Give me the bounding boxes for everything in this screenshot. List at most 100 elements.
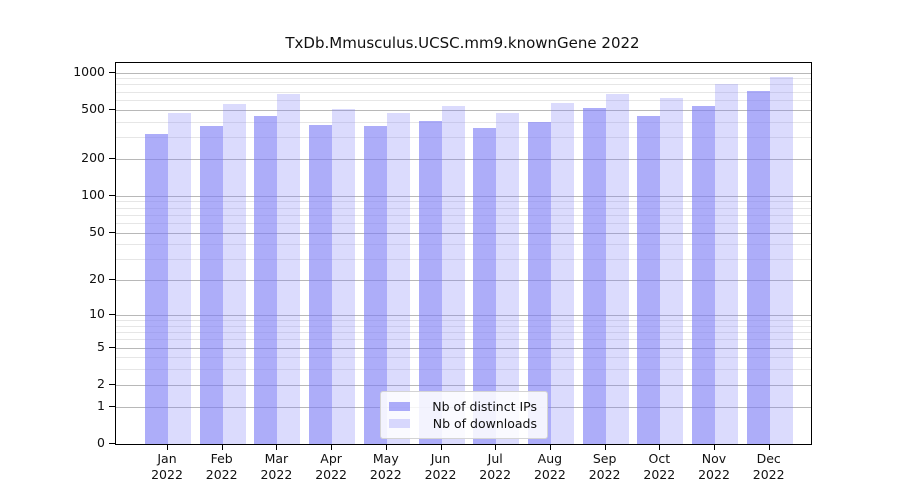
x-axis-tick	[604, 444, 606, 450]
minor-gridline	[116, 207, 811, 209]
y-axis-tick	[109, 108, 115, 110]
major-gridline	[116, 232, 811, 234]
plot-area: Nb of distinct IPs Nb of downloads	[115, 62, 812, 445]
minor-gridline	[116, 259, 811, 261]
major-gridline	[116, 158, 811, 160]
x-axis-tick	[714, 444, 715, 450]
bar-downloads	[222, 104, 246, 444]
legend-entry-downloads: Nb of downloads	[389, 415, 537, 432]
y-axis-tick-label: 2	[97, 375, 105, 391]
minor-gridline	[116, 78, 811, 80]
legend-swatch-downloads-icon	[389, 419, 410, 428]
y-axis-tick	[109, 443, 115, 444]
minor-gridline	[116, 244, 811, 246]
minor-gridline	[116, 84, 811, 86]
x-axis-tick-label: Jun 2022	[424, 451, 457, 482]
y-axis-tick-label: 1	[97, 397, 105, 413]
x-axis-tick	[768, 444, 770, 450]
x-axis-tick-label: Feb 2022	[205, 451, 238, 482]
x-axis-tick-label: Aug 2022	[533, 451, 566, 482]
bar-distinct-ips	[145, 133, 168, 444]
bar-downloads	[441, 106, 465, 444]
x-axis-tick-label: Apr 2022	[315, 451, 347, 482]
minor-gridline	[116, 369, 811, 371]
legend-swatch-distinct-ips-icon	[389, 402, 410, 411]
legend-label-distinct-ips: Nb of distinct IPs	[432, 399, 537, 414]
major-gridline	[116, 72, 811, 74]
y-axis-tick-label: 20	[89, 271, 105, 287]
x-axis-tick-label: Oct 2022	[643, 451, 676, 482]
x-axis-tick	[276, 444, 278, 450]
y-axis-tick-label: 500	[81, 100, 105, 116]
x-axis-tick	[331, 444, 333, 450]
bar-distinct-ips	[309, 125, 333, 444]
minor-gridline	[116, 91, 811, 93]
chart-title: TxDb.Mmusculus.UCSC.mm9.knownGene 2022	[285, 34, 640, 52]
y-axis-tick-label: 10	[89, 306, 105, 322]
x-axis-tick	[549, 444, 551, 450]
bar-distinct-ips	[746, 90, 770, 444]
legend-label-downloads: Nb of downloads	[432, 416, 537, 431]
bar-downloads	[550, 103, 574, 444]
bar-distinct-ips	[254, 116, 278, 444]
x-axis-tick	[495, 444, 497, 450]
y-axis-tick	[109, 405, 115, 407]
x-axis-tick-label: Dec 2022	[752, 451, 785, 482]
x-axis-tick	[440, 444, 442, 450]
x-axis-tick-label: Jul 2022	[479, 451, 512, 482]
bar-distinct-ips	[582, 107, 606, 444]
y-axis-tick	[109, 71, 115, 73]
bar-downloads	[496, 112, 520, 444]
x-axis-tick	[221, 444, 223, 450]
bar-downloads	[168, 113, 191, 444]
y-axis-tick-label: 0	[97, 435, 105, 450]
minor-gridline	[116, 357, 811, 359]
bar-distinct-ips	[199, 125, 223, 444]
bar-distinct-ips	[473, 128, 497, 444]
minor-gridline	[116, 320, 811, 322]
bar-distinct-ips	[527, 121, 551, 444]
major-gridline	[116, 384, 811, 386]
minor-gridline	[116, 339, 811, 341]
y-axis-tick-label: 100	[81, 186, 105, 202]
y-axis-tick	[109, 383, 115, 385]
y-axis-tick-label: 5	[97, 338, 105, 354]
bar-downloads	[277, 93, 301, 444]
legend: Nb of distinct IPs Nb of downloads	[380, 391, 548, 439]
bar-distinct-ips	[418, 121, 442, 444]
x-axis-tick	[167, 444, 168, 450]
minor-gridline	[116, 325, 811, 327]
bar-distinct-ips	[363, 125, 387, 444]
bar-distinct-ips	[692, 106, 715, 444]
x-axis-tick	[385, 444, 387, 450]
y-axis-tick	[109, 194, 115, 196]
bar-downloads	[605, 93, 629, 444]
major-gridline	[116, 315, 811, 317]
y-axis-tick	[109, 157, 115, 159]
legend-entry-distinct-ips: Nb of distinct IPs	[389, 398, 537, 415]
y-axis-tick-label: 1000	[73, 63, 105, 79]
x-axis-tick-label: Jan 2022	[151, 451, 183, 482]
bar-downloads	[386, 113, 410, 444]
bar-downloads	[715, 83, 738, 444]
major-gridline	[116, 109, 811, 111]
y-axis-tick	[109, 314, 115, 316]
y-axis-tick	[109, 346, 115, 348]
bar-distinct-ips	[637, 116, 661, 444]
bar-downloads	[660, 98, 684, 444]
major-gridline	[116, 347, 811, 349]
bar-downloads	[332, 109, 356, 444]
x-axis-tick	[659, 444, 661, 450]
minor-gridline	[116, 222, 811, 224]
minor-gridline	[116, 214, 811, 216]
y-axis-tick-label: 50	[89, 223, 105, 239]
minor-gridline	[116, 332, 811, 334]
x-axis-tick-label: Mar 2022	[260, 451, 293, 482]
x-axis-tick-label: Nov 2022	[698, 451, 730, 482]
minor-gridline	[116, 121, 811, 123]
y-axis-tick	[109, 231, 115, 233]
minor-gridline	[116, 137, 811, 139]
minor-gridline	[116, 201, 811, 203]
y-axis-tick	[109, 279, 115, 281]
